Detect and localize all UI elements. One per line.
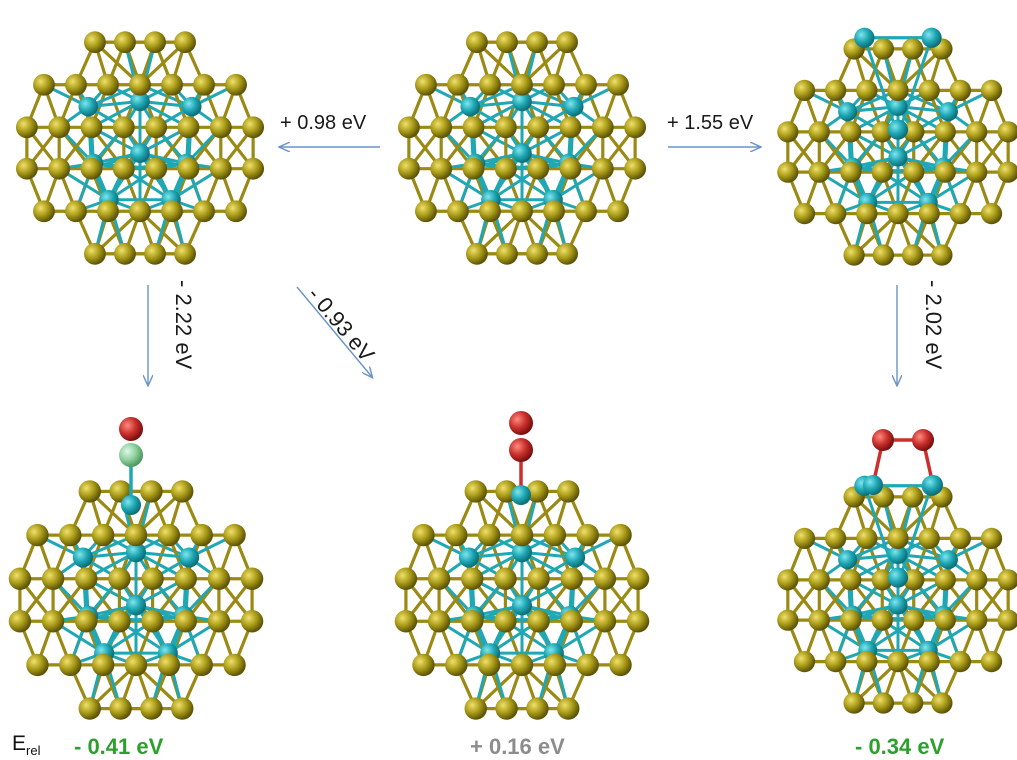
cluster-bottom-right: [777, 429, 1017, 714]
cluster-bottom-center: [394, 411, 650, 720]
erel-sub: rel: [26, 743, 41, 759]
erel-main: E: [12, 732, 27, 755]
arrow-label-center-to-right: + 1.55 eV: [667, 112, 754, 134]
energy-bottom-left: - 0.41 eV: [74, 734, 164, 759]
energy-bottom-center: + 0.16 eV: [470, 734, 565, 759]
cluster-top-left: [15, 31, 265, 265]
cluster-top-right: [777, 27, 1017, 266]
arrow-label-left-down: - 2.22 eV: [171, 280, 196, 370]
cluster-bottom-left: [8, 417, 264, 720]
arrow-label-center-to-left: + 0.98 eV: [280, 112, 367, 134]
energy-bottom-right: - 0.34 eV: [855, 734, 945, 759]
arrow-label-right-down: - 2.02 eV: [921, 280, 946, 370]
erel-label: Erel: [12, 732, 40, 758]
cluster-top-center: [397, 31, 647, 265]
arrow-diagonal-down: [296, 286, 372, 377]
